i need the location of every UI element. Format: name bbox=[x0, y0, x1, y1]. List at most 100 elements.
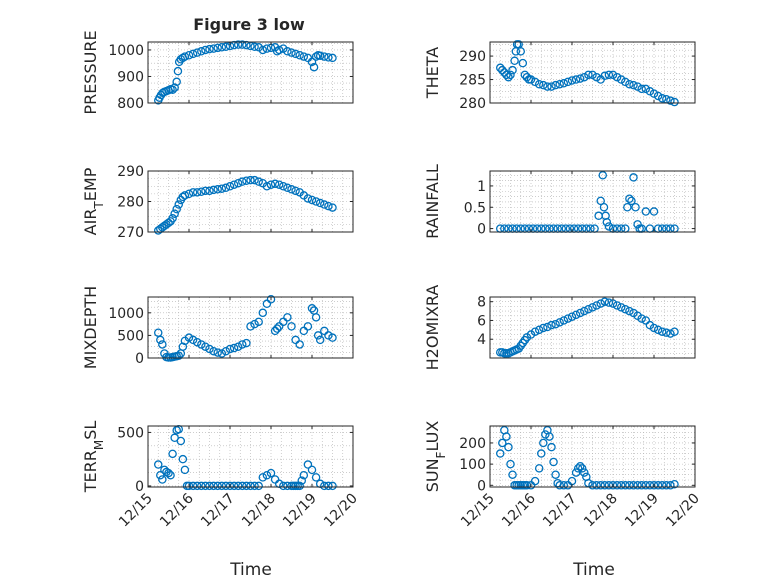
data-point bbox=[170, 209, 179, 218]
data-point bbox=[180, 465, 190, 475]
data-point bbox=[209, 346, 218, 356]
data-point bbox=[311, 473, 321, 482]
x-tick-label: 12/15 bbox=[458, 491, 498, 531]
grid bbox=[147, 42, 354, 104]
data-point bbox=[551, 470, 560, 479]
data-point bbox=[641, 481, 651, 490]
data-point bbox=[158, 475, 167, 484]
data-point bbox=[320, 52, 329, 61]
y-axis-label: H2OMIXRA bbox=[423, 285, 442, 371]
data-point bbox=[600, 71, 610, 81]
data-point bbox=[592, 301, 601, 310]
data-point bbox=[254, 177, 263, 186]
data-point bbox=[295, 51, 304, 60]
data-point bbox=[637, 84, 646, 94]
data-point bbox=[666, 481, 675, 490]
data-point bbox=[555, 79, 564, 89]
y-tick-label: 8 bbox=[477, 295, 486, 311]
y-axis-label: TERRMSL bbox=[81, 421, 106, 494]
data-point bbox=[307, 304, 317, 313]
data-point bbox=[303, 460, 313, 469]
data-point bbox=[287, 48, 296, 57]
series-air_temp bbox=[153, 175, 337, 235]
data-point bbox=[596, 299, 605, 308]
data-point bbox=[184, 481, 194, 491]
data-point bbox=[584, 304, 593, 314]
panel-pressure: 800 900 1000 PRESSURE bbox=[81, 30, 354, 115]
data-point bbox=[537, 449, 546, 458]
data-point bbox=[534, 325, 544, 335]
data-point bbox=[629, 173, 638, 182]
data-point bbox=[238, 481, 247, 491]
data-point bbox=[504, 72, 513, 82]
x-tick-label: 12/15 bbox=[116, 491, 156, 531]
data-point bbox=[225, 181, 235, 191]
data-point bbox=[596, 196, 605, 206]
data-point bbox=[309, 62, 319, 72]
data-point bbox=[563, 77, 573, 87]
x-tick-label: 12/16 bbox=[157, 490, 197, 530]
panel-theta: 280 285 290 THETA bbox=[423, 40, 696, 112]
data-point bbox=[283, 313, 292, 322]
data-point bbox=[262, 44, 272, 53]
axes-box bbox=[147, 425, 354, 488]
data-point bbox=[184, 189, 194, 199]
data-point bbox=[213, 348, 222, 357]
data-point bbox=[283, 481, 292, 491]
x-tick-label: 12/19 bbox=[622, 491, 662, 531]
y-axis-label: MIXDEPTH bbox=[81, 286, 100, 369]
data-point bbox=[274, 45, 284, 55]
data-point bbox=[588, 70, 597, 80]
series-h2omixra bbox=[495, 297, 679, 358]
data-point bbox=[328, 333, 337, 342]
data-point bbox=[246, 175, 255, 185]
data-point bbox=[600, 297, 610, 306]
data-point bbox=[539, 323, 548, 333]
data-point bbox=[600, 481, 610, 490]
data-point bbox=[621, 77, 630, 87]
data-point bbox=[502, 432, 511, 441]
data-point bbox=[324, 481, 333, 491]
data-point bbox=[571, 310, 581, 320]
data-point bbox=[657, 327, 667, 336]
data-point bbox=[627, 196, 636, 206]
data-point bbox=[291, 49, 300, 59]
data-point bbox=[575, 461, 585, 471]
data-point bbox=[549, 457, 558, 467]
y-tick-label: 270 bbox=[117, 225, 144, 241]
axes-box bbox=[147, 41, 354, 104]
data-point bbox=[158, 340, 167, 349]
data-point bbox=[217, 184, 227, 193]
data-point bbox=[242, 176, 251, 186]
data-point bbox=[217, 481, 227, 491]
data-point bbox=[551, 319, 560, 329]
data-point bbox=[238, 177, 247, 186]
data-point bbox=[539, 80, 548, 90]
y-tick-label: 0 bbox=[477, 478, 486, 494]
data-point bbox=[201, 481, 210, 491]
data-point bbox=[270, 179, 280, 189]
data-point bbox=[178, 454, 188, 464]
data-point bbox=[303, 322, 313, 331]
data-point bbox=[307, 57, 317, 67]
data-point bbox=[641, 207, 651, 216]
data-point bbox=[233, 40, 243, 49]
data-point bbox=[526, 75, 536, 84]
data-point bbox=[287, 185, 296, 194]
data-point bbox=[164, 468, 173, 478]
data-point bbox=[518, 58, 528, 68]
data-point bbox=[495, 449, 505, 458]
data-point bbox=[631, 203, 640, 212]
data-point bbox=[178, 342, 188, 351]
data-point bbox=[295, 340, 304, 349]
y-tick-label: 0 bbox=[477, 222, 486, 238]
data-point bbox=[571, 468, 581, 477]
data-point bbox=[625, 79, 634, 89]
y-tick-label: 500 bbox=[117, 425, 144, 441]
data-point bbox=[588, 481, 597, 490]
y-tick-label: 0 bbox=[135, 351, 144, 367]
data-point bbox=[311, 197, 321, 206]
data-point bbox=[201, 342, 210, 351]
data-point bbox=[666, 329, 675, 338]
